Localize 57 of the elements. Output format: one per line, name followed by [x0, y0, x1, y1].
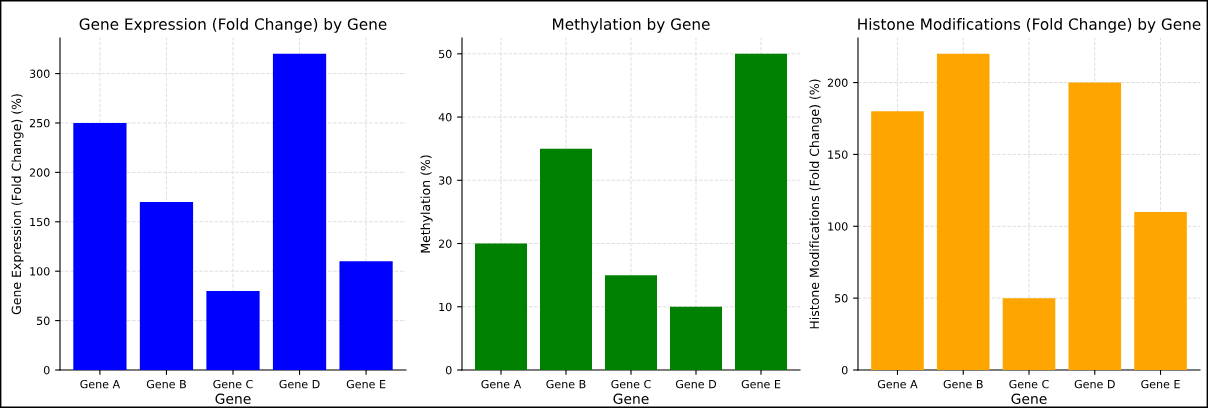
y-tick-label: 50 — [37, 316, 50, 325]
x-tick-label: Gene C — [1009, 379, 1049, 389]
x-tick-label: Gene A — [481, 379, 522, 389]
bar — [1134, 211, 1187, 370]
bar — [475, 243, 527, 370]
x-tick-label: Gene B — [943, 379, 983, 389]
bar — [1002, 298, 1056, 370]
x-tick-label: Gene A — [80, 379, 121, 389]
y-tick-label: 40 — [438, 113, 452, 122]
bar — [206, 290, 260, 370]
x-tick-label: Gene B — [146, 379, 186, 389]
y-axis-title: Methylation (%) — [420, 155, 433, 253]
y-tick-label: 0 — [841, 365, 848, 375]
x-tick-label: Gene A — [877, 379, 918, 389]
chart-title: Methylation by Gene — [553, 18, 710, 33]
bar — [735, 53, 787, 370]
y-tick-label: 200 — [827, 78, 848, 87]
chart-title: Gene Expression (Fold Change) by Gene — [79, 18, 387, 33]
x-tick-label: Gene B — [546, 379, 586, 389]
bar — [73, 122, 127, 370]
x-axis-title: Gene — [1011, 393, 1047, 404]
y-tick-label: 150 — [30, 217, 50, 227]
x-tick-label: Gene D — [675, 379, 717, 389]
bar — [936, 53, 990, 370]
bar — [540, 148, 592, 370]
y-axis-title: Histone Modifications (Fold Change) (%) — [809, 79, 822, 329]
y-tick-label: 20 — [438, 239, 452, 248]
x-tick-label: Gene E — [346, 379, 386, 389]
chart-title: Histone Modifications (Fold Change) by Gene — [858, 18, 1201, 33]
y-tick-label: 50 — [835, 294, 848, 303]
x-tick-label: Gene C — [611, 379, 651, 389]
x-tick-label: Gene E — [1141, 379, 1180, 389]
bar — [272, 53, 327, 370]
x-axis-title: Gene — [215, 393, 251, 404]
y-tick-label: 250 — [29, 118, 50, 128]
y-tick-label: 10 — [439, 302, 452, 312]
x-tick-label: Gene C — [213, 379, 253, 389]
x-tick-label: Gene E — [741, 379, 781, 389]
bar — [605, 275, 657, 370]
x-tick-label: Gene D — [279, 379, 320, 389]
y-tick-label: 100 — [828, 222, 848, 231]
bar — [139, 202, 194, 370]
y-axis-title: Gene Expression (Fold Change) (%) — [11, 94, 24, 315]
y-tick-label: 150 — [828, 150, 848, 159]
y-tick-label: 30 — [438, 176, 452, 185]
y-tick-label: 300 — [29, 69, 50, 78]
bar — [670, 306, 722, 370]
y-tick-label: 0 — [445, 365, 452, 375]
bar — [871, 111, 924, 370]
y-tick-label: 200 — [29, 168, 50, 177]
bar — [339, 261, 393, 370]
bar — [1068, 82, 1122, 370]
x-tick-label: Gene D — [1074, 379, 1115, 389]
x-axis-title: Gene — [613, 393, 649, 404]
y-tick-label: 50 — [439, 49, 452, 59]
y-tick-label: 0 — [43, 365, 50, 375]
y-tick-label: 100 — [30, 267, 50, 276]
